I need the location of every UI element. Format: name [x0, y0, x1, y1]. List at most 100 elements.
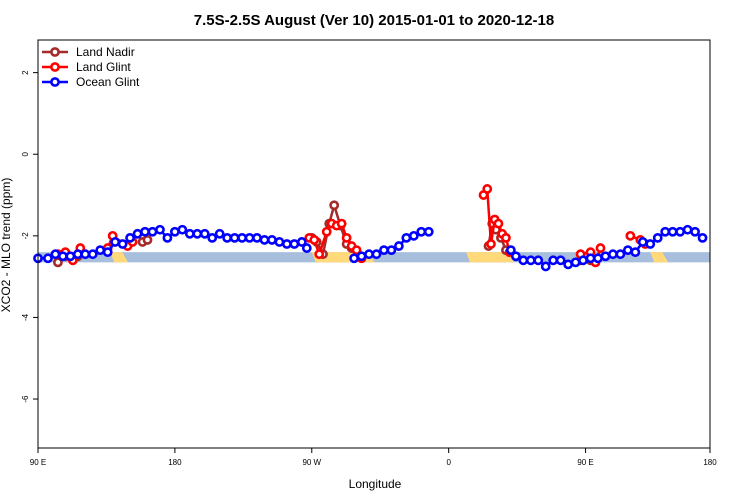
data-point	[296, 237, 307, 247]
data-point	[386, 245, 397, 256]
data-point	[192, 228, 203, 239]
legend-label: Land Nadir	[76, 45, 135, 59]
data-point	[393, 241, 404, 251]
data-point	[349, 253, 359, 264]
data-point	[364, 249, 374, 260]
data-point	[259, 235, 270, 245]
data-point	[570, 257, 581, 268]
data-point	[622, 245, 633, 256]
data-point	[314, 249, 325, 260]
legend-swatch-marker	[50, 77, 60, 87]
data-point	[214, 228, 225, 239]
data-point	[501, 232, 511, 243]
data-point	[630, 247, 641, 258]
data-point	[690, 226, 700, 237]
data-point	[578, 255, 588, 266]
data-point	[563, 259, 574, 270]
data-point	[336, 218, 347, 229]
legend-swatch-marker	[50, 47, 60, 57]
data-point	[645, 239, 656, 249]
data-point	[222, 232, 233, 243]
y-tick-label: -4	[21, 313, 30, 321]
data-point	[329, 200, 340, 211]
data-point	[600, 251, 611, 262]
data-point	[493, 218, 504, 229]
data-point	[140, 226, 150, 237]
data-point	[593, 253, 603, 264]
data-point	[416, 226, 427, 237]
data-point	[341, 232, 352, 243]
data-point	[408, 230, 419, 241]
data-point	[117, 239, 128, 249]
data-point	[371, 249, 382, 260]
data-point	[675, 226, 686, 237]
x-tick-label: 90 E	[577, 458, 593, 467]
series-ocean-glint	[33, 224, 708, 272]
data-point	[102, 247, 113, 258]
data-point	[533, 255, 544, 266]
data-point	[95, 245, 106, 256]
data-point	[548, 255, 559, 266]
data-point	[57, 251, 68, 262]
data-point	[652, 232, 663, 243]
data-point	[155, 224, 165, 235]
data-point	[267, 235, 277, 245]
data-point	[595, 243, 606, 253]
data-point	[321, 226, 332, 237]
data-point	[510, 251, 521, 262]
data-point	[72, 249, 83, 260]
data-point	[525, 255, 536, 266]
plot-frame	[37, 39, 711, 449]
data-point	[637, 237, 648, 247]
land-band-segment	[650, 252, 669, 263]
data-point	[184, 228, 195, 239]
data-point	[162, 232, 173, 243]
data-point	[80, 249, 91, 260]
data-point	[615, 249, 626, 260]
data-point	[518, 255, 529, 266]
land-band-segment	[466, 252, 514, 263]
data-point	[356, 251, 367, 262]
x-axis-label: Longitude	[349, 477, 402, 491]
data-point	[87, 249, 98, 260]
land-band-segment	[110, 252, 129, 263]
data-point	[274, 237, 285, 247]
x-tick-label: 0	[446, 458, 451, 467]
data-point	[401, 232, 412, 243]
y-tick-label: 2	[21, 70, 30, 75]
legend-label: Ocean Glint	[76, 75, 140, 89]
data-point	[697, 232, 708, 243]
data-point	[301, 243, 312, 253]
data-point	[132, 228, 143, 239]
y-tick-label: 0	[21, 151, 30, 156]
data-point	[625, 230, 636, 241]
data-point	[207, 232, 218, 243]
data-point	[229, 232, 240, 243]
data-point	[199, 228, 210, 239]
data-point	[540, 261, 551, 272]
data-point	[505, 245, 516, 256]
data-point	[110, 237, 121, 247]
axis-ticks: 90 E 180 90 W 0 90 E 180 2 0 -2 -4 -6	[21, 70, 717, 467]
data-point	[660, 226, 671, 237]
data-point	[65, 251, 76, 262]
data-point	[555, 255, 566, 266]
x-tick-label: 90 E	[30, 458, 46, 467]
data-point	[667, 226, 678, 237]
data-point	[142, 235, 153, 245]
series-layer	[33, 184, 708, 272]
data-point	[43, 253, 53, 264]
data-point	[147, 226, 158, 237]
y-tick-label: -6	[21, 395, 30, 403]
x-tick-label: 180	[703, 458, 717, 467]
legend-label: Land Glint	[76, 60, 131, 74]
data-point	[281, 239, 292, 249]
data-point	[608, 249, 618, 260]
chart-title: 7.5S-2.5S August (Ver 10) 2015-01-01 to …	[194, 12, 554, 29]
data-point	[237, 232, 247, 243]
data-point	[244, 232, 255, 243]
data-point	[177, 224, 188, 235]
data-point	[379, 245, 389, 256]
